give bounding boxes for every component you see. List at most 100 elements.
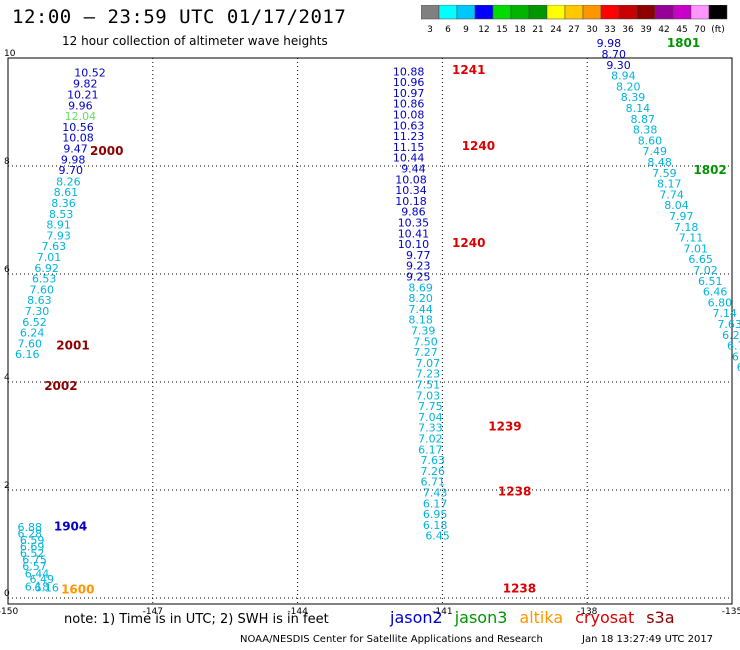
color-scale-tick: 39 <box>640 25 652 35</box>
color-scale-tick: (ft) <box>711 25 725 35</box>
wave-height-value: 6.65 <box>688 253 713 266</box>
pass-time-label: 2001 <box>56 339 89 353</box>
wave-height-value: 8.17 <box>657 178 682 191</box>
generated-timestamp: Jan 18 13:27:49 UTC 2017 <box>582 634 714 645</box>
x-tick-label: -144 <box>287 607 308 617</box>
x-tick-labels: -150 -147 -144 -141 -138 -135 <box>0 607 740 617</box>
color-scale-tick: 42 <box>658 25 669 35</box>
wave-height-value: 10.96 <box>393 76 425 89</box>
color-scale-tick: 36 <box>622 25 634 35</box>
footer-note: note: 1) Time is in UTC; 2) SWH is in fe… <box>64 612 329 627</box>
wave-height-value: 10.44 <box>393 152 425 165</box>
wave-height-value: 6.57 <box>22 560 47 573</box>
wave-height-value: 7.02 <box>693 264 718 277</box>
wave-height-value: 7.11 <box>679 232 704 245</box>
wave-height-value: 10.34 <box>395 184 427 197</box>
wave-height-value: 7.63 <box>42 240 67 253</box>
color-scale-tick: 30 <box>586 25 598 35</box>
wave-height-value: 7.51 <box>416 378 441 391</box>
wave-height-value: 9.98 <box>597 37 622 50</box>
wave-height-value: 6.28 <box>17 528 42 541</box>
wave-height-value: 6.24 <box>20 327 45 340</box>
wave-height-value: 8.20 <box>616 80 641 93</box>
pass-time-label: 1802 <box>693 163 726 177</box>
pass-time-label: 1238 <box>498 484 531 498</box>
wave-height-value: 7.01 <box>37 251 62 264</box>
color-scale-tick: 33 <box>604 25 615 35</box>
wave-height-value: 8.14 <box>626 102 651 115</box>
wave-height-value: 9.86 <box>401 206 426 219</box>
wave-height-value: 6.18 <box>25 580 50 593</box>
wave-height-value: 12.04 <box>65 110 97 123</box>
map-title: 12:00 – 23:59 UTC 01/17/2017 <box>12 6 347 28</box>
wave-height-value: 6.16 <box>732 350 740 363</box>
credit-line: NOAA/NESDIS Center for Satellite Applica… <box>240 634 543 645</box>
color-scale-tick: 27 <box>568 25 579 35</box>
color-scale-tick: 6 <box>445 25 451 35</box>
satellite-legend: jason2 jason3 altika cryosat s3a <box>390 608 687 627</box>
wave-height-value: 6.71 <box>420 476 445 489</box>
color-swatch <box>708 5 728 20</box>
pass-time-label: 2002 <box>44 379 77 393</box>
wave-height-value: 7.07 <box>416 357 441 370</box>
legend-cryosat: cryosat <box>575 608 635 627</box>
wave-height-value: 8.61 <box>54 186 79 199</box>
wave-height-value: 8.18 <box>408 314 433 327</box>
wave-height-value: 8.63 <box>27 294 52 307</box>
wave-height-value: 8.39 <box>621 91 646 104</box>
pass-time-label: 1239 <box>488 420 521 434</box>
wave-height-value: 7.74 <box>659 188 684 201</box>
wave-height-value: 8.04 <box>664 199 689 212</box>
wave-height-value: 7.39 <box>411 324 436 337</box>
wave-height-value: 6.92 <box>34 262 59 275</box>
wave-height-value: 6.45 <box>425 530 450 543</box>
wave-height-value: 6.44 <box>25 567 50 580</box>
wave-height-value: 10.86 <box>393 98 425 111</box>
wave-height-value: 9.77 <box>406 249 431 262</box>
y-tick-label: 8 <box>4 157 10 167</box>
wave-height-value: 7.02 <box>418 432 443 445</box>
wave-height-value: 7.49 <box>643 145 668 158</box>
wave-height-value: 7.03 <box>416 389 441 402</box>
wave-height-value: 6.59 <box>20 534 45 547</box>
grid-lines <box>7 57 733 604</box>
plot-frame <box>7 57 733 605</box>
wave-height-value: 9.23 <box>406 260 431 273</box>
wave-height-value: 7.01 <box>684 242 709 255</box>
wave-height-value: 7.60 <box>17 337 42 350</box>
wave-height-value: 7.33 <box>418 422 443 435</box>
wave-height-value: 9.82 <box>73 78 98 91</box>
color-scale-bar: 3 6 9 12 15 18 21 24 27 30 33 36 39 42 45 70 (ft) <box>421 5 728 35</box>
wave-height-value: 10.56 <box>62 121 94 134</box>
wave-height-value: 10.52 <box>74 66 106 79</box>
wave-height-value: 7.26 <box>420 465 445 478</box>
wave-height-value: 8.94 <box>611 70 636 83</box>
wave-height-value: 8.26 <box>56 175 81 188</box>
wave-height-value: 6.71 <box>727 340 740 353</box>
wave-height-value: 7.04 <box>418 411 443 424</box>
wave-height-value: 7.75 <box>418 400 443 413</box>
wave-height-value: 7.23 <box>416 368 441 381</box>
wave-height-value: 8.60 <box>638 134 663 147</box>
wave-height-value: 6.52 <box>20 547 45 560</box>
color-scale-tick: 70 <box>694 25 706 35</box>
wave-height-value: 9.30 <box>606 59 631 72</box>
wave-height-value: 6.49 <box>30 573 55 586</box>
wave-height-value: 6.20 <box>722 329 740 342</box>
y-tick-label: 0 <box>4 589 10 599</box>
wave-height-value: 7.63 <box>420 454 445 467</box>
pass-time-label: 1240 <box>462 139 495 153</box>
wave-height-value: 6.75 <box>22 553 47 566</box>
pass-time-label: 1241 <box>452 63 485 77</box>
color-scale-tick: 45 <box>676 25 687 35</box>
x-tick-label: -141 <box>432 607 452 617</box>
wave-height-value: 6.53 <box>32 273 57 286</box>
wave-height-value: 7.18 <box>674 221 699 234</box>
wave-height-value: 9.25 <box>406 270 431 283</box>
pass-time-label: 1238 <box>503 582 536 596</box>
x-tick-label: -138 <box>577 607 598 617</box>
wave-height-value: 6.16 <box>34 582 59 595</box>
pass-time-label: 1240 <box>452 236 485 250</box>
legend-altika: altika <box>519 608 564 627</box>
wave-height-value: 11.23 <box>393 130 425 143</box>
